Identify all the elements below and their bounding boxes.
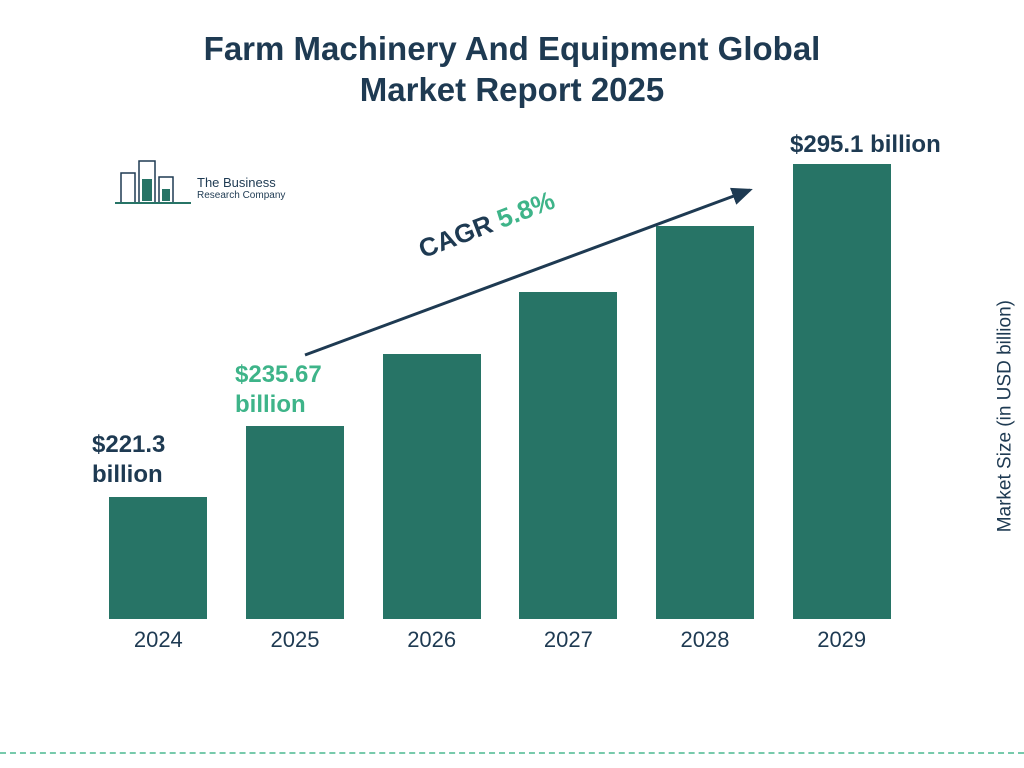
bar-slot-2029: 2029: [773, 160, 910, 619]
xlabel-2026: 2026: [407, 627, 456, 653]
bar-2025: [246, 426, 344, 619]
xlabel-2028: 2028: [681, 627, 730, 653]
value-label-2024: $221.3 billion: [92, 430, 232, 490]
title-line-2: Market Report 2025: [360, 71, 664, 108]
bar-2027: [519, 292, 617, 619]
bottom-dashed-divider: [0, 752, 1024, 754]
xlabel-2027: 2027: [544, 627, 593, 653]
xlabel-2024: 2024: [134, 627, 183, 653]
bar-2029: [793, 164, 891, 619]
bar-slot-2028: 2028: [637, 160, 774, 619]
chart-title: Farm Machinery And Equipment Global Mark…: [0, 28, 1024, 111]
bar-2026: [383, 354, 481, 619]
value-label-2025: $235.67 billion: [235, 360, 375, 420]
xlabel-2029: 2029: [817, 627, 866, 653]
value-label-2029: $295.1 billion: [790, 130, 970, 160]
title-line-1: Farm Machinery And Equipment Global: [204, 30, 821, 67]
bar-slot-2027: 2027: [500, 160, 637, 619]
y-axis-label: Market Size (in USD billion): [994, 300, 1016, 532]
xlabel-2025: 2025: [271, 627, 320, 653]
bar-2028: [656, 226, 754, 619]
bar-slot-2024: 2024: [90, 160, 227, 619]
bar-2024: [109, 497, 207, 619]
